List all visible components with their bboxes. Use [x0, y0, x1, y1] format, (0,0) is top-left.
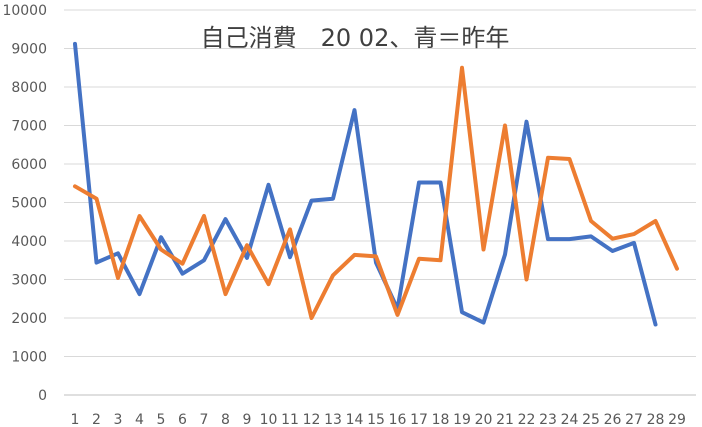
y-tick-label: 3000: [11, 273, 47, 289]
x-tick-label: 12: [303, 412, 321, 427]
x-tick-label: 17: [410, 412, 428, 427]
x-tick-label: 19: [453, 412, 471, 427]
x-tick-label: 21: [496, 412, 514, 427]
x-tick-label: 24: [561, 412, 579, 427]
x-tick-label: 3: [114, 412, 123, 427]
x-tick-label: 25: [582, 412, 600, 427]
y-tick-label: 2000: [11, 311, 47, 327]
x-tick-label: 13: [324, 412, 342, 427]
x-tick-label: 4: [135, 412, 144, 427]
x-tick-label: 11: [281, 412, 299, 427]
y-axis-ticks: 0 1000 2000 3000 4000 5000 6000 7000 8000 9000 100…: [2, 3, 47, 404]
series-line-2: [73, 65, 679, 320]
x-tick-label: 6: [178, 412, 187, 427]
x-tick-label: 23: [539, 412, 557, 427]
gridlines: [64, 9, 696, 396]
chart-title: 自己消費 20 02、青＝昨年: [201, 24, 510, 52]
series-line-1: [73, 41, 658, 327]
y-tick-label: 1000: [11, 350, 47, 366]
x-tick-label: 28: [647, 412, 665, 427]
x-tick-label: 29: [668, 412, 686, 427]
x-tick-label: 1: [71, 412, 80, 427]
x-tick-label: 7: [200, 412, 209, 427]
y-tick-label: 5000: [11, 196, 47, 212]
x-tick-label: 26: [604, 412, 622, 427]
x-tick-label: 8: [221, 412, 230, 427]
x-tick-label: 18: [432, 412, 450, 427]
x-tick-label: 2: [92, 412, 101, 427]
y-tick-label: 8000: [11, 80, 47, 96]
x-tick-label: 5: [157, 412, 166, 427]
series-lines: [73, 41, 679, 327]
x-tick-label: 20: [475, 412, 493, 427]
y-tick-label: 6000: [11, 157, 47, 173]
x-tick-label: 15: [367, 412, 385, 427]
y-tick-label: 4000: [11, 234, 47, 250]
x-axis-ticks: 1 2 3 4 5 6 7 8 9 10 11 12 13 14 15 16 17 18 19 20 21 22 23 24 2…: [71, 412, 686, 427]
y-tick-label: 10000: [2, 3, 47, 19]
y-tick-label: 0: [38, 388, 47, 404]
y-tick-label: 7000: [11, 119, 47, 135]
x-tick-label: 14: [346, 412, 364, 427]
y-tick-label: 9000: [11, 42, 47, 58]
x-tick-label: 16: [389, 412, 407, 427]
x-tick-label: 9: [243, 412, 252, 427]
x-tick-label: 22: [518, 412, 536, 427]
x-tick-label: 27: [625, 412, 643, 427]
x-tick-label: 10: [260, 412, 278, 427]
